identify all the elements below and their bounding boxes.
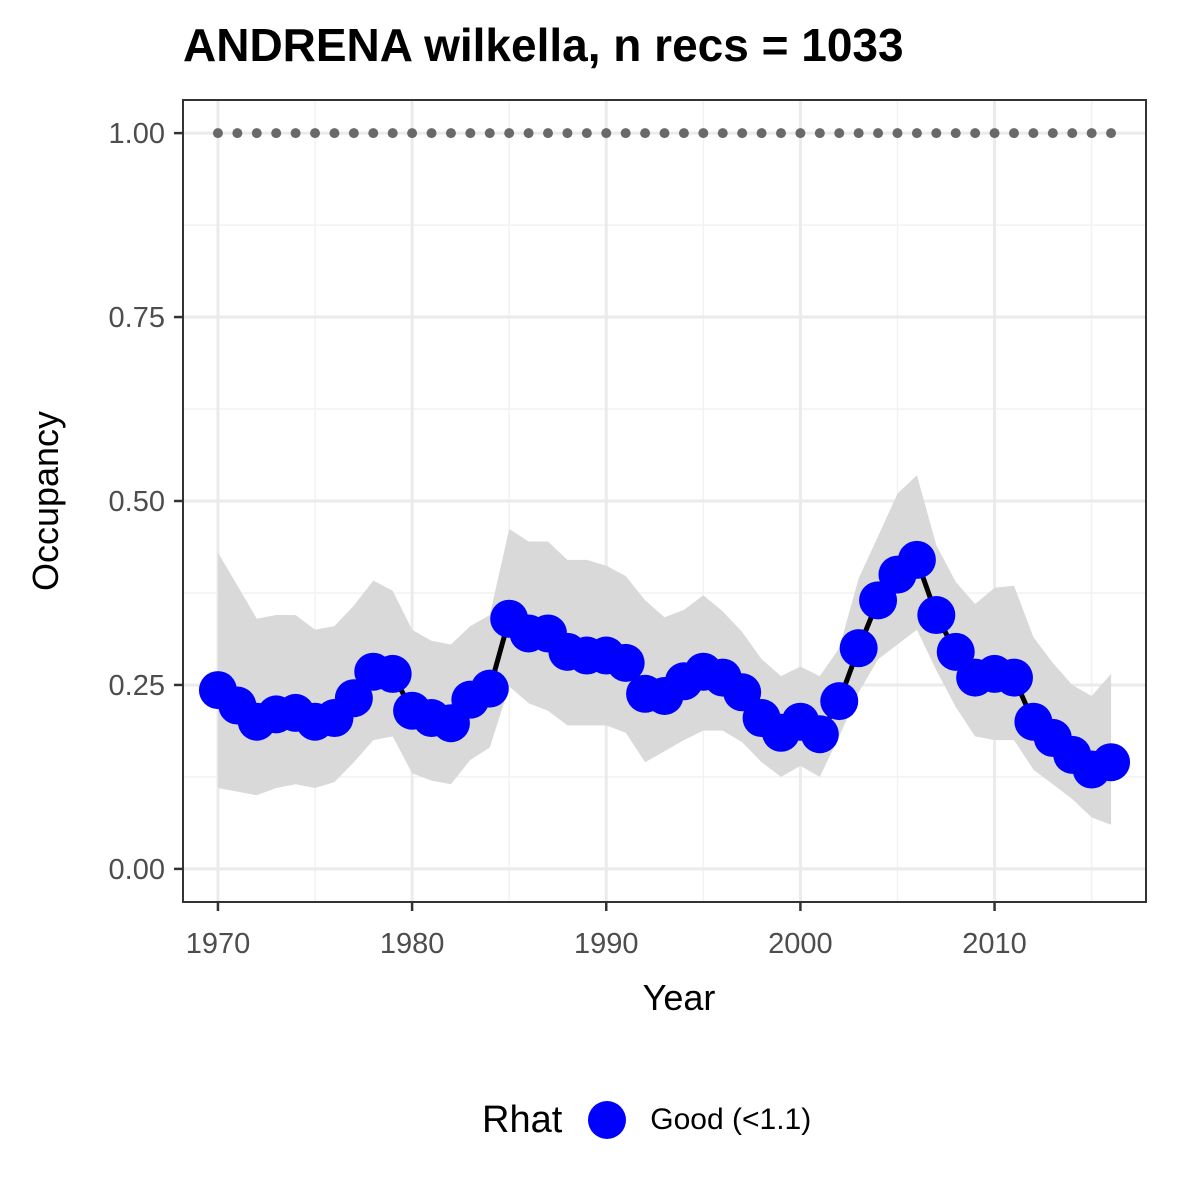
reference-point <box>601 128 612 139</box>
reference-point <box>756 128 767 139</box>
occupancy-point <box>917 596 956 635</box>
occupancy-point <box>334 679 373 718</box>
reference-point <box>814 128 825 139</box>
reference-point <box>290 128 301 139</box>
reference-point <box>484 128 495 139</box>
occupancy-point <box>1092 743 1131 782</box>
occupancy-point <box>470 669 509 708</box>
reference-point <box>950 128 961 139</box>
y-tick-label: 0.50 <box>109 486 165 518</box>
occupancy-point <box>800 715 839 754</box>
reference-point <box>678 128 689 139</box>
reference-dots <box>212 128 1117 139</box>
reference-point <box>1106 128 1117 139</box>
reference-point <box>581 128 592 139</box>
reference-point <box>348 128 359 139</box>
reference-point <box>562 128 573 139</box>
occupancy-points <box>198 540 1131 789</box>
reference-point <box>329 128 340 139</box>
legend-label-good: Good (<1.1) <box>650 1103 812 1136</box>
x-tick-label: 1990 <box>574 928 639 960</box>
occupancy-point <box>994 658 1033 697</box>
y-axis-title: Occupancy <box>25 411 66 591</box>
x-tick-label: 1980 <box>380 928 445 960</box>
legend-key-good <box>588 1101 627 1139</box>
ci-ribbon <box>217 475 1112 825</box>
y-tick-label: 0.00 <box>109 854 165 886</box>
reference-point <box>717 128 728 139</box>
x-tick-label: 1970 <box>186 928 251 960</box>
reference-point <box>640 128 651 139</box>
reference-point <box>775 128 786 139</box>
reference-point <box>271 128 282 139</box>
reference-point <box>1028 128 1039 139</box>
reference-point <box>1086 128 1097 139</box>
axes: 0.00 0.25 0.50 0.75 1.00 1970 1980 1990 2000 2010 <box>109 118 1027 960</box>
occupancy-point <box>859 581 898 620</box>
reference-point <box>873 128 884 139</box>
reference-point <box>523 128 534 139</box>
occupancy-point <box>897 540 936 579</box>
reference-point <box>853 128 864 139</box>
reference-point <box>931 128 942 139</box>
occupancy-point <box>936 632 975 671</box>
reference-point <box>368 128 379 139</box>
reference-point <box>465 128 476 139</box>
reference-point <box>543 128 554 139</box>
chart-title: ANDRENA wilkella, n recs = 1033 <box>183 19 904 71</box>
reference-point <box>251 128 262 139</box>
reference-point <box>387 128 398 139</box>
reference-point <box>620 128 631 139</box>
x-tick-label: 2000 <box>768 928 833 960</box>
x-axis-title: Year <box>643 977 716 1018</box>
reference-point <box>737 128 748 139</box>
reference-point <box>1047 128 1058 139</box>
reference-point <box>232 128 243 139</box>
y-tick-label: 0.75 <box>109 302 165 334</box>
occupancy-point <box>820 682 859 721</box>
occupancy-point <box>373 654 412 693</box>
reference-point <box>834 128 845 139</box>
reference-point <box>445 128 456 139</box>
reference-point <box>989 128 1000 139</box>
reference-point <box>504 128 515 139</box>
reference-point <box>426 128 437 139</box>
confidence-ribbon <box>217 475 1112 825</box>
reference-point <box>659 128 670 139</box>
occupancy-point <box>606 643 645 682</box>
reference-point <box>310 128 321 139</box>
reference-point <box>1008 128 1019 139</box>
reference-point <box>970 128 981 139</box>
reference-point <box>911 128 922 139</box>
x-tick-label: 2010 <box>962 928 1027 960</box>
y-tick-label: 0.25 <box>109 670 165 702</box>
reference-point <box>212 128 223 139</box>
legend-title: Rhat <box>482 1098 563 1141</box>
reference-point <box>407 128 418 139</box>
reference-point <box>698 128 709 139</box>
occupancy-point <box>839 629 878 668</box>
legend: Rhat Good (<1.1) <box>482 1090 811 1150</box>
occupancy-point <box>723 673 762 712</box>
reference-point <box>892 128 903 139</box>
reference-point <box>795 128 806 139</box>
y-tick-label: 1.00 <box>109 118 165 150</box>
reference-point <box>1067 128 1078 139</box>
